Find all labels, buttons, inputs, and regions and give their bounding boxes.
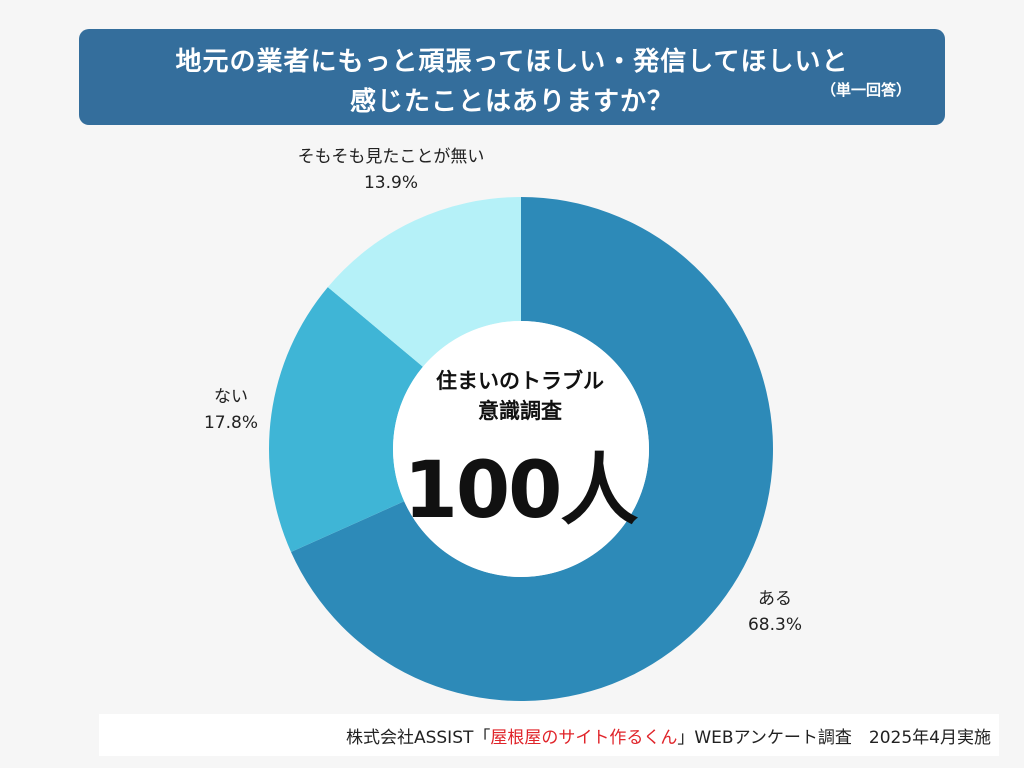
respondent-count: 100人 — [403, 446, 639, 536]
slice-aru — [291, 197, 773, 702]
slice-value-nai: 17.8% — [203, 413, 258, 433]
footer-text: 株式会社ASSIST「屋根屋のサイト作るくん」WEBアンケート調査 2025年4… — [346, 723, 991, 748]
center-title-line-1: 住まいのトラブル — [436, 369, 604, 393]
footer-credit: 株式会社ASSIST「屋根屋のサイト作るくん」WEBアンケート調査 2025年4… — [99, 714, 999, 756]
slice-label-aru: ある 68.3% — [740, 586, 810, 638]
slice-nai — [269, 287, 423, 552]
answer-type-note: （単一回答） — [820, 81, 911, 99]
slice-label-nai: ない 17.8% — [196, 384, 266, 436]
slice-category-aru: ある — [758, 589, 792, 609]
footer-highlight: 屋根屋のサイト作るくん — [490, 728, 678, 748]
center-title: 住まいのトラブル 意識調査 — [400, 366, 640, 426]
question-banner: 地元の業者にもっと頑張ってほしい・発信してほしいと 感じたことはありますか？ （… — [79, 29, 945, 125]
slice-value-aru: 68.3% — [747, 615, 802, 635]
slice-category-nai: ない — [214, 387, 248, 407]
footer-suffix: 」WEBアンケート調査 2025年4月実施 — [677, 728, 991, 748]
slice-category-never-seen: そもそも見たことが無い — [297, 147, 485, 167]
question-line-1: 地元の業者にもっと頑張ってほしい・発信してほしいと — [175, 47, 849, 77]
footer-prefix: 株式会社ASSIST「 — [345, 728, 491, 748]
slice-label-never-seen: そもそも見たことが無い 13.9% — [266, 144, 516, 196]
slice-never-seen — [327, 197, 521, 367]
slice-value-never-seen: 13.9% — [363, 173, 418, 193]
center-title-line-2: 意識調査 — [478, 399, 562, 423]
question-line-2: 感じたことはありますか？ — [349, 87, 674, 117]
donut-hole — [393, 321, 649, 577]
